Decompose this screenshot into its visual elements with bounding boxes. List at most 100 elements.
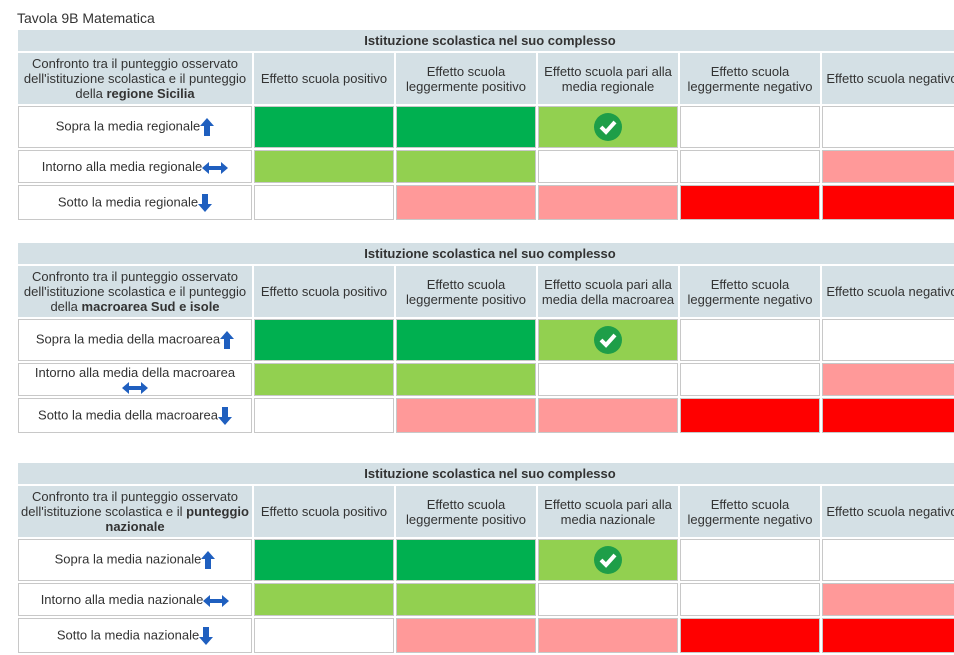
comparison-bold: punteggio nazionale — [105, 504, 249, 534]
data-row: Intorno alla media nazionale — [18, 583, 954, 616]
data-row: Sopra la media della macroarea — [18, 319, 954, 361]
color-cell — [538, 150, 678, 183]
color-cell — [680, 398, 820, 433]
column-header: Effetto scuola leggermente negativo — [680, 266, 820, 317]
row-label-text: Intorno alla media della macroarea — [34, 364, 236, 380]
color-cell — [254, 319, 394, 361]
row-label: Sopra la media regionale — [18, 106, 252, 148]
color-cell — [254, 539, 394, 581]
arrow-icon — [217, 406, 232, 425]
column-header: Effetto scuola positivo — [254, 53, 394, 104]
header-row: Confronto tra il punteggio osservato del… — [18, 486, 954, 537]
color-cell — [254, 363, 394, 396]
data-row: Sopra la media regionale — [18, 106, 954, 148]
comparison-text: Confronto tra il punteggio osservato del… — [21, 489, 238, 519]
row-label-text: Sotto la media regionale — [57, 193, 199, 209]
color-cell — [822, 319, 954, 361]
color-cell — [538, 106, 678, 148]
caption: Istituzione scolastica nel suo complesso — [18, 243, 954, 264]
color-cell — [822, 363, 954, 396]
header-row: Confronto tra il punteggio osservato del… — [18, 53, 954, 104]
data-row: Sotto la media della macroarea — [18, 398, 954, 433]
color-cell — [822, 539, 954, 581]
color-cell — [254, 583, 394, 616]
caption: Istituzione scolastica nel suo complesso — [18, 30, 954, 51]
color-cell — [396, 150, 536, 183]
comparison-bold: macroarea Sud e isole — [81, 299, 220, 314]
row-label: Sotto la media della macroarea — [18, 398, 252, 433]
column-header: Effetto scuola pari alla media della mac… — [538, 266, 678, 317]
check-icon — [594, 546, 622, 574]
row-label-text: Intorno alla media nazionale — [40, 592, 204, 607]
matrix-table: Istituzione scolastica nel suo complesso… — [16, 241, 954, 435]
arrow-icon — [22, 380, 248, 395]
color-cell — [254, 150, 394, 183]
color-cell — [396, 618, 536, 653]
color-cell — [822, 398, 954, 433]
color-cell — [822, 150, 954, 183]
row-label: Intorno alla media regionale — [18, 150, 252, 183]
check-icon — [594, 113, 622, 141]
column-header: Effetto scuola negativo — [822, 486, 954, 537]
arrow-icon — [203, 592, 230, 607]
data-row: Sotto la media nazionale — [18, 618, 954, 653]
caption-row: Istituzione scolastica nel suo complesso — [18, 30, 954, 51]
data-row: Sotto la media regionale — [18, 185, 954, 220]
comparison-text: Confronto tra il punteggio osservato del… — [23, 56, 247, 101]
color-cell — [680, 319, 820, 361]
caption: Istituzione scolastica nel suo complesso — [18, 463, 954, 484]
column-header: Effetto scuola negativo — [822, 266, 954, 317]
row-label-text: Sopra la media della macroarea — [35, 331, 221, 347]
row-label: Sotto la media regionale — [18, 185, 252, 220]
color-cell — [680, 106, 820, 148]
color-cell — [396, 363, 536, 396]
color-cell — [254, 106, 394, 148]
matrix-table: Istituzione scolastica nel suo complesso… — [16, 461, 954, 655]
color-cell — [680, 150, 820, 183]
row-label: Sotto la media nazionale — [18, 618, 252, 653]
comparison-bold: regione Sicilia — [106, 86, 195, 101]
column-header: Effetto scuola negativo — [822, 53, 954, 104]
color-cell — [680, 618, 820, 653]
row-label-text: Sotto la media nazionale — [56, 626, 200, 642]
column-header: Effetto scuola leggermente positivo — [396, 486, 536, 537]
header-row: Confronto tra il punteggio osservato del… — [18, 266, 954, 317]
data-row: Intorno alla media della macroarea — [18, 363, 954, 396]
check-icon — [594, 326, 622, 354]
row-label-text: Intorno alla media regionale — [41, 159, 203, 174]
column-header: Effetto scuola positivo — [254, 266, 394, 317]
color-cell — [254, 618, 394, 653]
row-label: Intorno alla media nazionale — [18, 583, 252, 616]
comparison-header: Confronto tra il punteggio osservato del… — [18, 266, 252, 317]
color-cell — [396, 583, 536, 616]
column-header: Effetto scuola leggermente positivo — [396, 53, 536, 104]
color-cell — [680, 185, 820, 220]
row-label: Sopra la media nazionale — [18, 539, 252, 581]
column-header: Effetto scuola leggermente negativo — [680, 53, 820, 104]
comparison-text: Confronto tra il punteggio osservato del… — [23, 269, 247, 314]
column-header: Effetto scuola positivo — [254, 486, 394, 537]
data-row: Intorno alla media regionale — [18, 150, 954, 183]
color-cell — [538, 319, 678, 361]
color-cell — [396, 185, 536, 220]
page-title: Tavola 9B Matematica — [17, 10, 155, 26]
caption-row: Istituzione scolastica nel suo complesso — [18, 463, 954, 484]
arrow-icon — [198, 193, 213, 212]
row-label-text: Sotto la media della macroarea — [38, 406, 218, 422]
caption-row: Istituzione scolastica nel suo complesso — [18, 243, 954, 264]
row-label: Sopra la media della macroarea — [18, 319, 252, 361]
arrow-icon — [201, 551, 216, 569]
color-cell — [822, 618, 954, 653]
data-row: Sopra la media nazionale — [18, 539, 954, 581]
color-cell — [538, 185, 678, 220]
arrow-icon — [202, 159, 229, 174]
comparison-header: Confronto tra il punteggio osservato del… — [18, 486, 252, 537]
color-cell — [254, 185, 394, 220]
color-cell — [538, 363, 678, 396]
color-cell — [396, 106, 536, 148]
color-cell — [822, 106, 954, 148]
color-cell — [538, 618, 678, 653]
color-cell — [254, 398, 394, 433]
color-cell — [396, 319, 536, 361]
